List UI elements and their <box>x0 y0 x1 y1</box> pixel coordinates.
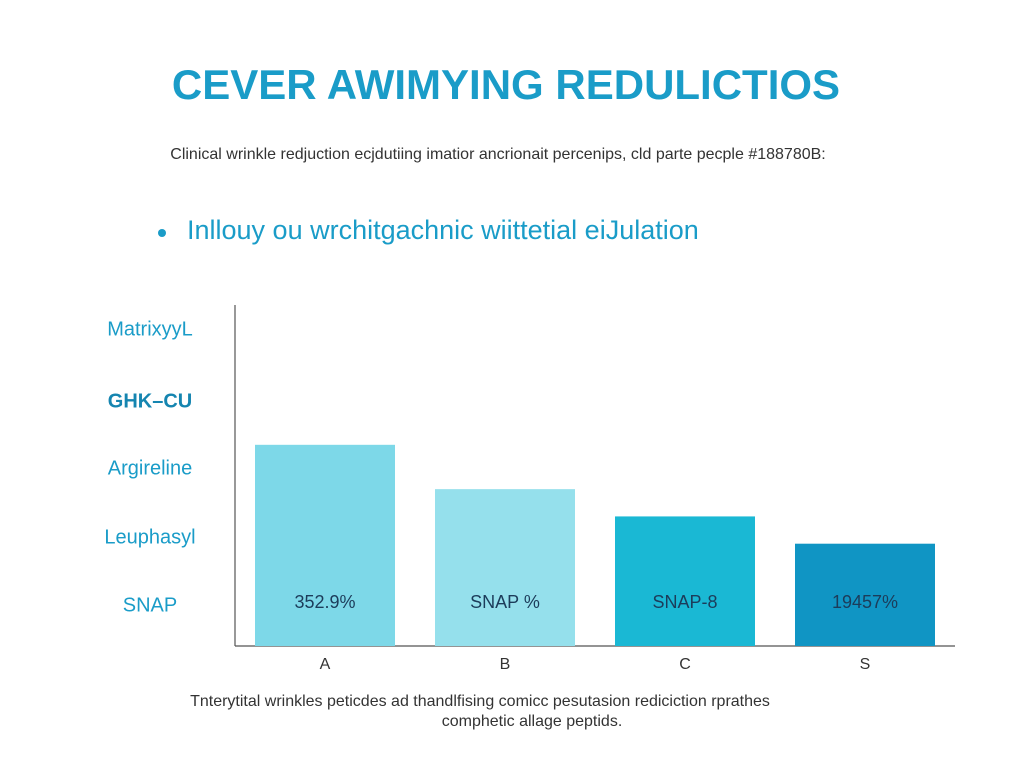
x-tick-label: B <box>500 656 511 673</box>
y-category-label: GHK–CU <box>108 390 192 412</box>
bar-annotation: SNAP % <box>470 592 540 612</box>
chart-title: CEVER AWIMYING REDULICTIOS <box>172 61 840 108</box>
bar-annotation: 352.9% <box>294 592 355 612</box>
x-tick-label: A <box>320 656 331 673</box>
bullet-text: Inllouy ou wrchitgachnic wiittetial eiJu… <box>187 215 699 245</box>
bar-annotation: SNAP-8 <box>652 592 717 612</box>
chart-subtitle: Clinical wrinkle redjuction ecjdutiing i… <box>170 146 825 163</box>
bar <box>795 543 935 646</box>
bar <box>255 444 395 646</box>
bar-annotation: 19457% <box>832 592 898 612</box>
y-category-label: Argireline <box>108 457 192 479</box>
y-category-label: MatrixyyL <box>107 318 193 340</box>
x-tick-label: C <box>679 656 691 673</box>
y-category-label: SNAP <box>123 594 177 616</box>
y-category-label: Leuphasyl <box>104 526 195 548</box>
x-tick-label: S <box>860 656 871 673</box>
bar <box>615 516 755 646</box>
bar <box>435 489 575 646</box>
footnote: Tnterytital wrinkles peticdes ad thandlf… <box>190 693 770 710</box>
footnote: comphetic allage peptids. <box>442 713 623 730</box>
bullet-dot <box>158 229 166 237</box>
